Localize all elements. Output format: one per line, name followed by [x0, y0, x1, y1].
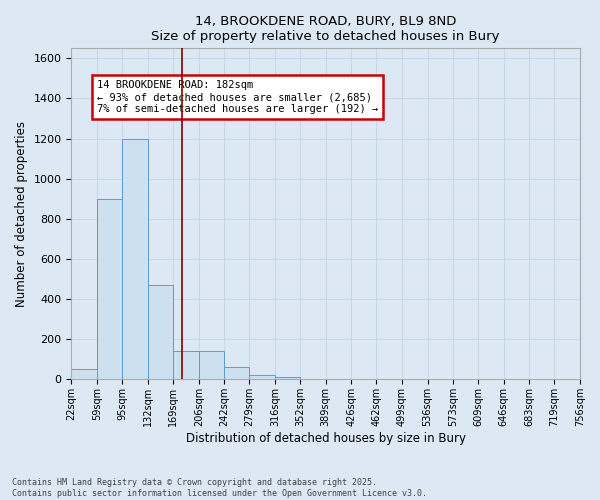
Bar — [250, 376, 275, 380]
X-axis label: Distribution of detached houses by size in Bury: Distribution of detached houses by size … — [186, 432, 466, 445]
Text: Contains HM Land Registry data © Crown copyright and database right 2025.
Contai: Contains HM Land Registry data © Crown c… — [12, 478, 427, 498]
Title: 14, BROOKDENE ROAD, BURY, BL9 8ND
Size of property relative to detached houses i: 14, BROOKDENE ROAD, BURY, BL9 8ND Size o… — [151, 15, 500, 43]
Bar — [71, 370, 97, 380]
Bar — [199, 352, 224, 380]
Bar — [224, 368, 250, 380]
Bar — [148, 285, 173, 380]
Bar — [97, 199, 122, 380]
Bar — [275, 378, 300, 380]
Text: 14 BROOKDENE ROAD: 182sqm
← 93% of detached houses are smaller (2,685)
7% of sem: 14 BROOKDENE ROAD: 182sqm ← 93% of detac… — [97, 80, 378, 114]
Bar — [173, 352, 199, 380]
Y-axis label: Number of detached properties: Number of detached properties — [15, 121, 28, 307]
Bar — [122, 138, 148, 380]
